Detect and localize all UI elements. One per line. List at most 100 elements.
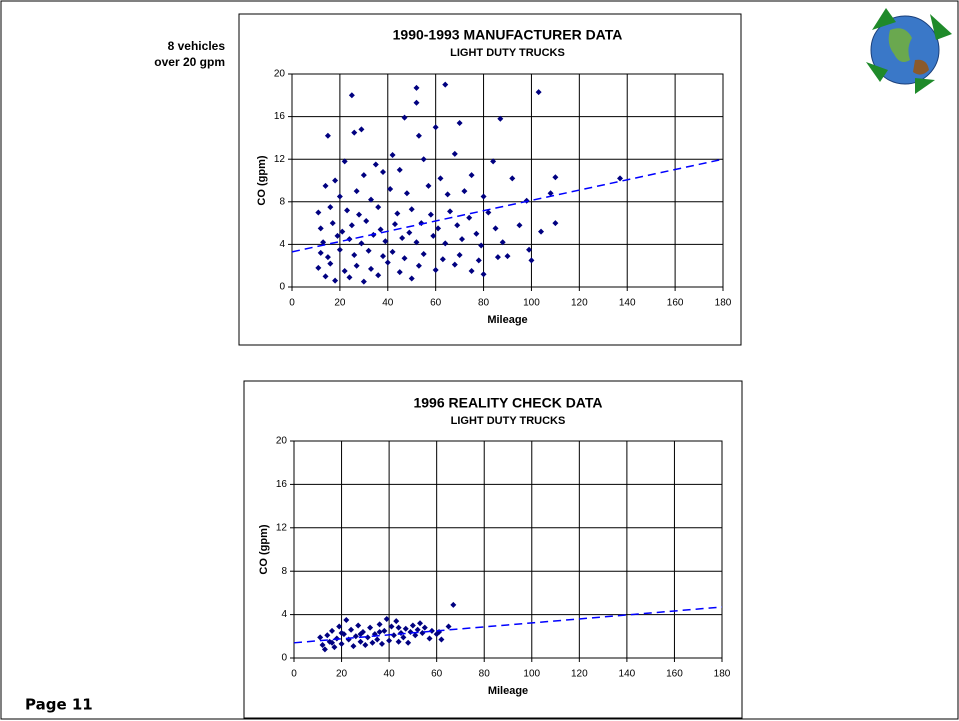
data-point <box>395 624 402 631</box>
y-axis-label: CO (gpm) <box>258 524 270 574</box>
data-point <box>408 206 415 213</box>
data-point <box>427 211 434 218</box>
annotation: over 20 gpm <box>154 55 225 69</box>
data-point <box>329 220 336 227</box>
data-point <box>454 222 461 229</box>
data-point <box>451 150 458 157</box>
data-point <box>358 240 365 247</box>
y-tick-label: 20 <box>274 69 286 80</box>
data-point <box>447 208 454 215</box>
data-point <box>389 248 396 255</box>
data-point <box>393 618 400 625</box>
data-point <box>338 630 345 637</box>
data-point <box>375 272 382 279</box>
y-tick-label: 12 <box>276 522 288 533</box>
data-point <box>381 627 388 634</box>
data-point <box>322 182 329 189</box>
data-point <box>341 158 348 165</box>
data-point <box>357 638 364 645</box>
data-point <box>353 188 360 195</box>
chart-subtitle: LIGHT DUTY TRUCKS <box>451 415 566 427</box>
x-tick-label: 80 <box>478 298 490 309</box>
data-point <box>485 209 492 216</box>
data-point <box>420 250 427 257</box>
data-point <box>442 240 449 247</box>
data-point <box>528 257 535 264</box>
data-point <box>365 247 372 254</box>
data-point <box>379 168 386 175</box>
data-point <box>526 246 533 253</box>
data-point <box>382 238 389 245</box>
data-point <box>395 638 402 645</box>
x-tick-label: 60 <box>430 298 442 309</box>
chart-subtitle: LIGHT DUTY TRUCKS <box>450 47 565 59</box>
data-point <box>376 628 383 635</box>
x-tick-label: 20 <box>334 298 346 309</box>
data-point <box>516 222 523 229</box>
data-point <box>438 636 445 643</box>
y-axis-label: CO (gpm) <box>256 155 268 205</box>
x-tick-label: 100 <box>523 298 540 309</box>
data-point <box>343 617 350 624</box>
data-point <box>480 193 487 200</box>
y-tick-label: 8 <box>281 566 287 577</box>
data-point <box>360 278 367 285</box>
data-point <box>317 634 324 641</box>
data-point <box>415 132 422 139</box>
data-point <box>445 623 452 630</box>
data-point <box>360 172 367 179</box>
x-tick-label: 100 <box>523 669 540 680</box>
data-point <box>466 214 473 221</box>
data-point <box>413 84 420 91</box>
data-point <box>420 156 427 163</box>
data-point <box>450 601 457 608</box>
x-tick-label: 40 <box>382 298 394 309</box>
data-point <box>426 635 433 642</box>
data-point <box>451 261 458 268</box>
data-point <box>358 126 365 133</box>
data-point <box>315 264 322 271</box>
data-point <box>346 274 353 281</box>
data-point <box>336 246 343 253</box>
data-point <box>341 268 348 275</box>
data-point <box>400 634 407 641</box>
x-tick-label: 140 <box>619 669 636 680</box>
data-point <box>417 620 424 627</box>
y-tick-label: 8 <box>279 196 285 207</box>
recycle-logo <box>866 8 952 94</box>
y-tick-label: 12 <box>274 154 286 165</box>
data-point <box>339 228 346 235</box>
data-point <box>478 242 485 249</box>
data-point <box>315 209 322 216</box>
data-point <box>329 627 336 634</box>
data-point <box>435 225 442 232</box>
data-point <box>348 222 355 229</box>
data-point <box>413 99 420 106</box>
x-tick-label: 60 <box>431 669 443 680</box>
data-point <box>324 132 331 139</box>
data-point <box>336 193 343 200</box>
data-point <box>391 221 398 228</box>
data-point <box>389 151 396 158</box>
data-point <box>351 129 358 136</box>
data-point <box>444 191 451 198</box>
plot-area <box>293 440 723 659</box>
data-point <box>321 646 328 653</box>
data-point <box>362 641 369 648</box>
data-point <box>552 220 559 227</box>
data-point <box>409 622 416 629</box>
data-point <box>388 623 395 630</box>
data-point <box>432 266 439 273</box>
data-point <box>320 239 327 246</box>
data-point <box>403 190 410 197</box>
data-point <box>353 262 360 269</box>
data-point <box>357 631 364 638</box>
data-point <box>368 265 375 272</box>
data-point <box>396 269 403 276</box>
data-point <box>332 277 339 284</box>
data-point <box>331 644 338 651</box>
x-tick-label: 120 <box>571 669 588 680</box>
data-point <box>344 207 351 214</box>
annotation: 8 vehicles <box>168 39 226 53</box>
data-point <box>468 172 475 179</box>
